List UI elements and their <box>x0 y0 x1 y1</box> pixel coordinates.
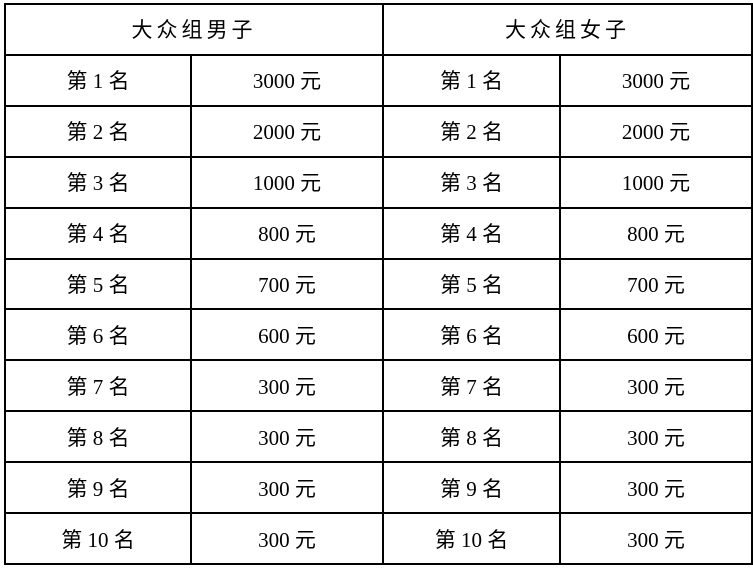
rank-cell: 第 6 名 <box>382 308 561 362</box>
prize-cell: 300 元 <box>190 410 384 464</box>
prize-cell: 2000 元 <box>190 104 384 158</box>
prize-table: 大众组男子 大众组女子 第 1 名 3000 元 第 1 名 3000 元 第 … <box>4 3 753 565</box>
prize-cell: 300 元 <box>559 512 753 565</box>
table-row: 第 3 名 1000 元 第 3 名 1000 元 <box>4 155 753 209</box>
prize-cell: 300 元 <box>559 359 753 413</box>
prize-cell: 300 元 <box>190 461 384 515</box>
group-header-men: 大众组男子 <box>4 3 384 56</box>
prize-cell: 800 元 <box>559 206 753 260</box>
group-header-women: 大众组女子 <box>382 3 753 56</box>
table-row: 第 10 名 300 元 第 10 名 300 元 <box>4 512 753 565</box>
prize-cell: 1000 元 <box>190 155 384 209</box>
prize-cell: 600 元 <box>190 308 384 362</box>
prize-cell: 2000 元 <box>559 104 753 158</box>
rank-cell: 第 1 名 <box>382 53 561 107</box>
table-row: 第 6 名 600 元 第 6 名 600 元 <box>4 308 753 362</box>
table-row: 第 4 名 800 元 第 4 名 800 元 <box>4 206 753 260</box>
prize-cell: 600 元 <box>559 308 753 362</box>
rank-cell: 第 7 名 <box>4 359 192 413</box>
prize-cell: 300 元 <box>190 512 384 565</box>
rank-cell: 第 4 名 <box>4 206 192 260</box>
rank-cell: 第 2 名 <box>382 104 561 158</box>
rank-cell: 第 8 名 <box>4 410 192 464</box>
rank-cell: 第 4 名 <box>382 206 561 260</box>
rank-cell: 第 8 名 <box>382 410 561 464</box>
prize-cell: 700 元 <box>190 257 384 311</box>
table-row: 第 1 名 3000 元 第 1 名 3000 元 <box>4 53 753 107</box>
table-row: 第 7 名 300 元 第 7 名 300 元 <box>4 359 753 413</box>
rank-cell: 第 9 名 <box>382 461 561 515</box>
prize-cell: 300 元 <box>559 410 753 464</box>
rank-cell: 第 6 名 <box>4 308 192 362</box>
header-row: 大众组男子 大众组女子 <box>4 3 753 56</box>
rank-cell: 第 10 名 <box>382 512 561 565</box>
prize-cell: 300 元 <box>559 461 753 515</box>
table-row: 第 5 名 700 元 第 5 名 700 元 <box>4 257 753 311</box>
prize-cell: 3000 元 <box>190 53 384 107</box>
rank-cell: 第 5 名 <box>382 257 561 311</box>
prize-cell: 1000 元 <box>559 155 753 209</box>
table-row: 第 2 名 2000 元 第 2 名 2000 元 <box>4 104 753 158</box>
table-row: 第 8 名 300 元 第 8 名 300 元 <box>4 410 753 464</box>
table-row: 第 9 名 300 元 第 9 名 300 元 <box>4 461 753 515</box>
rank-cell: 第 2 名 <box>4 104 192 158</box>
prize-cell: 800 元 <box>190 206 384 260</box>
prize-cell: 300 元 <box>190 359 384 413</box>
rank-cell: 第 7 名 <box>382 359 561 413</box>
rank-cell: 第 10 名 <box>4 512 192 565</box>
prize-cell: 700 元 <box>559 257 753 311</box>
prize-cell: 3000 元 <box>559 53 753 107</box>
rank-cell: 第 3 名 <box>4 155 192 209</box>
rank-cell: 第 1 名 <box>4 53 192 107</box>
rank-cell: 第 3 名 <box>382 155 561 209</box>
rank-cell: 第 9 名 <box>4 461 192 515</box>
rank-cell: 第 5 名 <box>4 257 192 311</box>
